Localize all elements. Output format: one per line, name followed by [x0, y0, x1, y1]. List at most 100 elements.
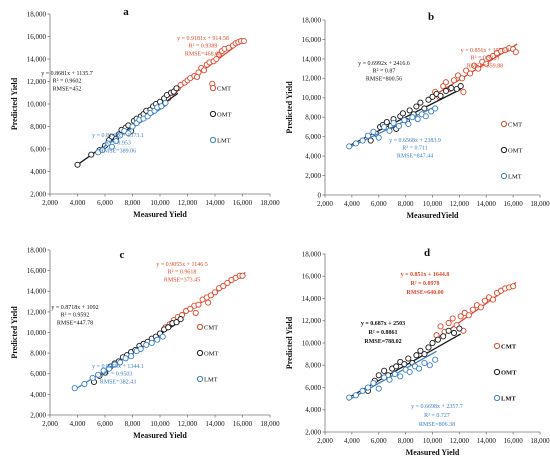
- data-point-omt: [421, 105, 428, 112]
- data-point-omt: [425, 96, 432, 103]
- data-point-lmt: [104, 140, 111, 147]
- data-point-cmt: [457, 313, 464, 320]
- y-tick-label: 2,000: [305, 172, 321, 180]
- legend-marker-lmt: [493, 394, 501, 402]
- data-point-omt: [413, 352, 420, 359]
- legend: CMT OMT LMT: [500, 120, 522, 180]
- rmse-text-lmt: RMSE=382.43: [100, 379, 136, 385]
- x-tick-label: 2,000: [42, 199, 58, 207]
- data-point-omt: [417, 99, 424, 106]
- legend-label-cmt: CMT: [204, 324, 218, 331]
- data-point-lmt: [111, 361, 118, 368]
- legend: CMT OMT LMT: [493, 342, 517, 402]
- data-point-lmt: [432, 105, 439, 112]
- y-tick-label: 14,000: [27, 288, 47, 296]
- data-point-omt: [417, 347, 424, 354]
- legend-marker-cmt: [493, 342, 501, 350]
- data-point-cmt: [213, 55, 220, 63]
- data-point-omt: [401, 361, 408, 368]
- data-point-lmt: [346, 394, 353, 401]
- y-tick-label: 8,000: [305, 114, 321, 122]
- data-point-lmt: [390, 120, 397, 127]
- y-tick-label: 6,000: [305, 133, 321, 141]
- legend: CMT OMT LMT: [209, 84, 231, 144]
- data-point-cmt: [489, 296, 497, 303]
- data-point-omt: [457, 83, 464, 90]
- x-tick-label: 14,000: [477, 200, 497, 208]
- data-point-cmt: [477, 304, 484, 311]
- x-tick-label: 12,000: [450, 200, 470, 208]
- series-lmt: y = 0.6698x + 2357.7 R² = 0.727 RMSE=806.3…: [346, 350, 463, 428]
- x-tick-label: 8,000: [398, 200, 414, 208]
- equation-text-omt: y = 0.8718x + 1092: [51, 305, 98, 311]
- y-tick-label: 8,000: [305, 362, 321, 370]
- data-point-omt: [453, 85, 460, 93]
- data-point-omt: [383, 119, 390, 126]
- data-point-lmt: [386, 376, 393, 383]
- data-point-cmt: [467, 70, 474, 77]
- legend-marker-lmt: [196, 375, 204, 383]
- x-axis-title: MeasuredYield: [407, 211, 460, 220]
- x-tick-label: 16,000: [233, 420, 253, 428]
- data-point-lmt: [405, 120, 412, 128]
- x-tick-label: 14,000: [205, 420, 225, 428]
- data-point-lmt: [99, 147, 106, 154]
- data-point-omt: [456, 325, 463, 332]
- data-point-cmt: [465, 312, 472, 319]
- x-tick-label: 8,000: [398, 437, 414, 445]
- legend-marker-omt: [500, 146, 508, 154]
- data-point-cmt: [454, 72, 462, 79]
- x-tick-label: 6,000: [97, 199, 113, 207]
- y-tick-label: 16,000: [302, 273, 322, 281]
- data-point-cmt: [442, 79, 449, 86]
- rmse-text-cmt: RMSE=373.45: [164, 277, 200, 283]
- x-tick-label: 8,000: [125, 199, 141, 207]
- x-tick-label: 10,000: [150, 199, 170, 207]
- y-axis-title: Predicted Yield: [10, 306, 19, 359]
- y-tick-label: 10,000: [27, 329, 47, 337]
- data-point-omt: [445, 327, 452, 334]
- y-tick-label: 8,000: [30, 350, 46, 358]
- y-axis-title: Predicted Yield: [285, 316, 294, 369]
- panel-label: a: [123, 6, 129, 18]
- legend-label-omt: OMT: [501, 369, 517, 376]
- data-point-lmt: [95, 371, 102, 378]
- r-squared-text-cmt: R² = 0.8978: [410, 281, 439, 287]
- panel-d: 2,000 4,000 6,000 8,000 10,000 12,000 14,000 16…: [285, 247, 550, 457]
- data-point-lmt: [421, 359, 428, 367]
- data-point-lmt: [391, 371, 398, 378]
- data-point-lmt: [89, 374, 96, 381]
- data-point-cmt: [489, 52, 497, 60]
- rmse-text-omt: RMSE=800.56: [366, 76, 402, 82]
- x-tick-label: 14,000: [205, 199, 225, 207]
- data-point-omt: [375, 372, 382, 379]
- data-point-cmt: [450, 77, 458, 84]
- data-point-lmt: [137, 345, 144, 353]
- series-lmt: y = 0.8259x + 1344.1 R² = 0.9503RMSE=382.…: [71, 333, 166, 392]
- legend-marker-cmt: [209, 84, 217, 92]
- y-tick-label: 16,000: [27, 33, 47, 41]
- data-point-lmt: [143, 341, 150, 348]
- r-squared-text-omt: R² = 0.9602: [53, 79, 82, 85]
- data-point-cmt: [240, 37, 247, 45]
- equation-text-omt: y = 0.687x + 2503: [361, 321, 405, 327]
- legend-label-cmt: CMT: [217, 85, 231, 92]
- data-point-cmt: [239, 272, 246, 279]
- data-point-lmt: [346, 143, 353, 150]
- r-squared-text-omt: R² = 0.8861: [368, 330, 397, 336]
- x-tick-label: 4,000: [344, 200, 360, 208]
- legend-label-cmt: CMT: [501, 343, 517, 350]
- y-axis-title: Predicted Yield: [10, 77, 19, 130]
- data-point-cmt: [459, 75, 466, 82]
- data-point-lmt: [359, 387, 366, 394]
- y-tick-label: 8,000: [30, 123, 46, 131]
- data-point-lmt: [117, 359, 124, 366]
- rmse-text-cmt: RMSE=559.88: [467, 63, 503, 69]
- x-tick-label: 4,000: [70, 420, 86, 428]
- y-tick-label: 14,000: [302, 55, 322, 63]
- data-point-omt: [413, 103, 420, 110]
- data-point-omt: [173, 319, 180, 326]
- x-tick-label: 8,000: [125, 420, 141, 428]
- data-point-cmt: [463, 67, 470, 74]
